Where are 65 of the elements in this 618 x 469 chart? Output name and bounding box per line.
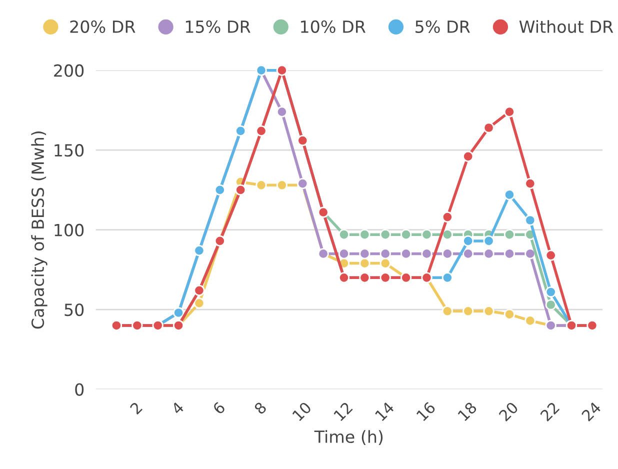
legend-label: 10% DR (301, 20, 366, 33)
point (524, 315, 536, 326)
point (421, 248, 432, 260)
point (524, 214, 536, 226)
y-axis-title: Capacity of BESS (Mwh) (31, 131, 48, 329)
x-tick-label: 8 (254, 401, 268, 415)
x-tick-label: 18 (457, 401, 478, 422)
point (545, 299, 556, 310)
point (504, 106, 516, 118)
point (483, 248, 494, 260)
x-tick-label: 16 (416, 401, 436, 422)
x-tick-label: 2 (129, 402, 142, 415)
point (462, 306, 474, 317)
x-tick-label: 4 (170, 401, 184, 415)
point (483, 122, 494, 134)
point (338, 248, 350, 260)
x-tick-label: 10 (292, 401, 312, 422)
point (400, 248, 412, 260)
point (194, 298, 205, 309)
x-tick-label: 12 (333, 402, 353, 422)
point (442, 306, 453, 317)
point (256, 180, 267, 191)
y-tick-label: 0 (75, 383, 84, 396)
point (338, 229, 350, 240)
legend-label: Without DR (519, 20, 614, 33)
point (380, 258, 391, 269)
x-tick-label: 20 (498, 401, 519, 422)
point (462, 248, 474, 260)
point (442, 211, 453, 223)
point (462, 150, 474, 162)
y-tick-label: 150 (54, 144, 84, 157)
point (276, 180, 288, 191)
point (504, 248, 516, 260)
point (504, 308, 516, 320)
point (400, 229, 412, 240)
point (504, 189, 516, 200)
point (545, 286, 556, 298)
point (545, 250, 556, 261)
point (504, 229, 516, 240)
point (359, 258, 370, 269)
point (483, 306, 494, 317)
point (462, 235, 474, 247)
legend-label: 15% DR (186, 20, 250, 33)
point (380, 229, 391, 240)
point (442, 248, 453, 260)
x-tick-label: 22 (540, 402, 560, 422)
y-tick-label: 50 (64, 304, 84, 316)
point (359, 229, 370, 240)
x-tick-label: 14 (374, 401, 395, 422)
point (524, 178, 536, 190)
legend-label: 5% DR (416, 20, 470, 33)
x-axis-title: Time (h) (314, 430, 383, 445)
point (421, 229, 432, 240)
x-tick-label: 6 (212, 401, 226, 415)
point (483, 235, 494, 247)
legend-label: 20% DR (70, 20, 136, 33)
point (442, 272, 453, 284)
y-tick-label: 200 (54, 64, 84, 77)
point (442, 229, 453, 240)
x-tick-label: 24 (581, 401, 602, 422)
point (524, 248, 536, 260)
y-tick-label: 100 (54, 224, 84, 236)
point (359, 248, 370, 260)
point (380, 248, 391, 260)
point (276, 106, 288, 118)
